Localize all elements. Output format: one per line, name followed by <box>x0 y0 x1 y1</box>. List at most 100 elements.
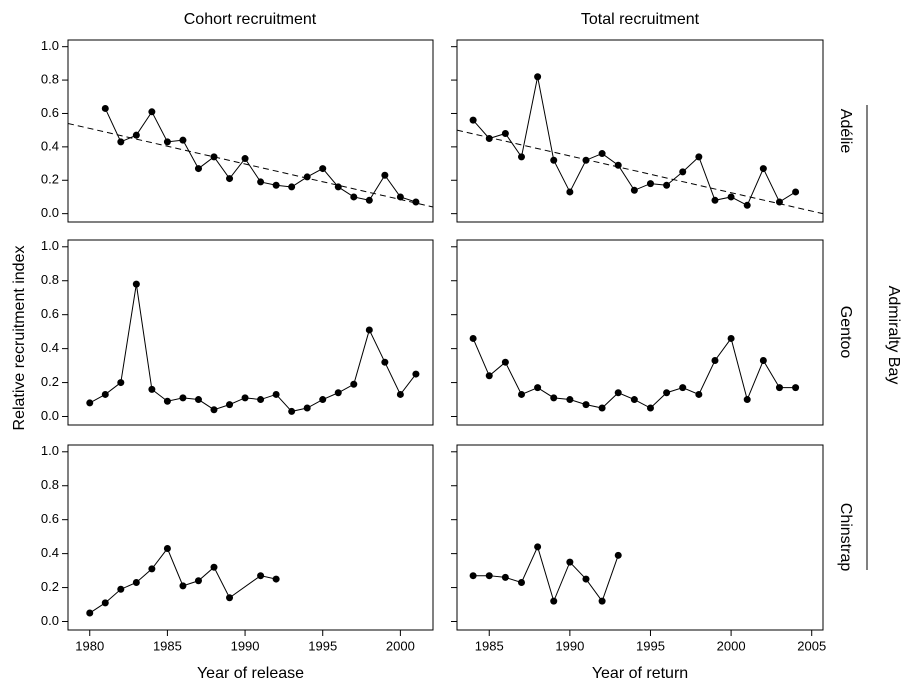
data-point <box>485 572 493 580</box>
x-tick-label: 1990 <box>231 638 260 653</box>
y-axis-label: Relative recruitment index <box>11 246 28 431</box>
data-point <box>695 390 703 398</box>
x-tick-label: 2000 <box>717 638 746 653</box>
data-point <box>598 404 606 412</box>
data-point <box>469 116 477 124</box>
data-point <box>132 131 140 139</box>
data-point <box>775 384 783 392</box>
data-point <box>226 175 234 183</box>
y-tick-label: 0.4 <box>41 138 59 153</box>
data-line <box>104 108 417 203</box>
data-point <box>412 370 420 378</box>
data-point <box>534 73 542 81</box>
data-point <box>350 193 358 201</box>
data-point <box>630 186 638 194</box>
data-point <box>517 390 525 398</box>
data-point <box>101 390 109 398</box>
y-tick-label: 0.6 <box>41 306 59 321</box>
panel-frame <box>456 444 824 631</box>
x-tick-label: 2000 <box>386 638 415 653</box>
data-point <box>117 138 125 146</box>
data-point <box>727 193 735 201</box>
data-point <box>646 180 654 188</box>
data-point <box>381 358 389 366</box>
data-point <box>582 401 590 409</box>
x-tick-label: 1985 <box>153 638 182 653</box>
data-point <box>86 399 94 407</box>
data-point <box>517 153 525 161</box>
data-point <box>179 136 187 144</box>
data-point <box>550 597 558 605</box>
y-tick-label: 0.2 <box>41 579 59 594</box>
data-point <box>550 394 558 402</box>
data-point <box>566 558 574 566</box>
data-point <box>614 161 622 169</box>
data-point <box>350 380 358 388</box>
data-point <box>101 599 109 607</box>
y-tick-label: 0.6 <box>41 105 59 120</box>
data-point <box>663 389 671 397</box>
data-point <box>582 156 590 164</box>
data-point <box>194 165 202 173</box>
data-point <box>598 597 606 605</box>
data-point <box>727 334 735 342</box>
data-point <box>630 396 638 404</box>
y-tick-label: 0.2 <box>41 374 59 389</box>
data-point <box>646 404 654 412</box>
data-point <box>179 394 187 402</box>
data-point <box>365 326 373 334</box>
data-point <box>792 384 800 392</box>
data-point <box>485 372 493 380</box>
row-label: Adélie <box>837 109 854 154</box>
data-point <box>759 165 767 173</box>
data-line <box>89 284 417 412</box>
panel-frame <box>67 444 434 631</box>
data-point <box>101 104 109 112</box>
data-point <box>288 407 296 415</box>
panel-frame <box>456 39 824 223</box>
x-tick-label: 2005 <box>797 638 826 653</box>
x-tick-label: 1990 <box>555 638 584 653</box>
y-tick-label: 0.8 <box>41 72 59 87</box>
data-point <box>501 130 509 138</box>
data-point <box>319 165 327 173</box>
x-tick-label: 1995 <box>308 638 337 653</box>
data-point <box>272 575 280 583</box>
data-point <box>679 384 687 392</box>
x-tick-label: 1980 <box>75 638 104 653</box>
data-point <box>226 594 234 602</box>
data-point <box>148 565 156 573</box>
data-point <box>614 389 622 397</box>
y-tick-label: 0.8 <box>41 477 59 492</box>
data-point <box>210 153 218 161</box>
data-point <box>117 379 125 387</box>
data-point <box>695 153 703 161</box>
data-point <box>117 585 125 593</box>
data-point <box>534 543 542 551</box>
data-point <box>534 384 542 392</box>
data-point <box>743 396 751 404</box>
panel-frame <box>67 39 434 223</box>
data-point <box>226 401 234 409</box>
data-point <box>179 582 187 590</box>
data-point <box>517 578 525 586</box>
data-point <box>241 155 249 163</box>
data-point <box>132 578 140 586</box>
y-tick-label: 0.0 <box>41 408 59 423</box>
y-tick-label: 1.0 <box>41 238 59 253</box>
data-point <box>303 404 311 412</box>
x-axis-label: Year of release <box>197 665 304 682</box>
data-point <box>257 396 265 404</box>
data-line <box>473 545 619 603</box>
data-point <box>257 572 265 580</box>
data-point <box>303 173 311 181</box>
data-point <box>319 396 327 404</box>
data-point <box>775 198 783 206</box>
trend-line <box>456 129 824 215</box>
data-point <box>272 181 280 189</box>
x-tick-label: 1995 <box>636 638 665 653</box>
data-point <box>210 563 218 571</box>
data-point <box>759 357 767 365</box>
data-point <box>550 156 558 164</box>
y-tick-label: 0.0 <box>41 613 59 628</box>
